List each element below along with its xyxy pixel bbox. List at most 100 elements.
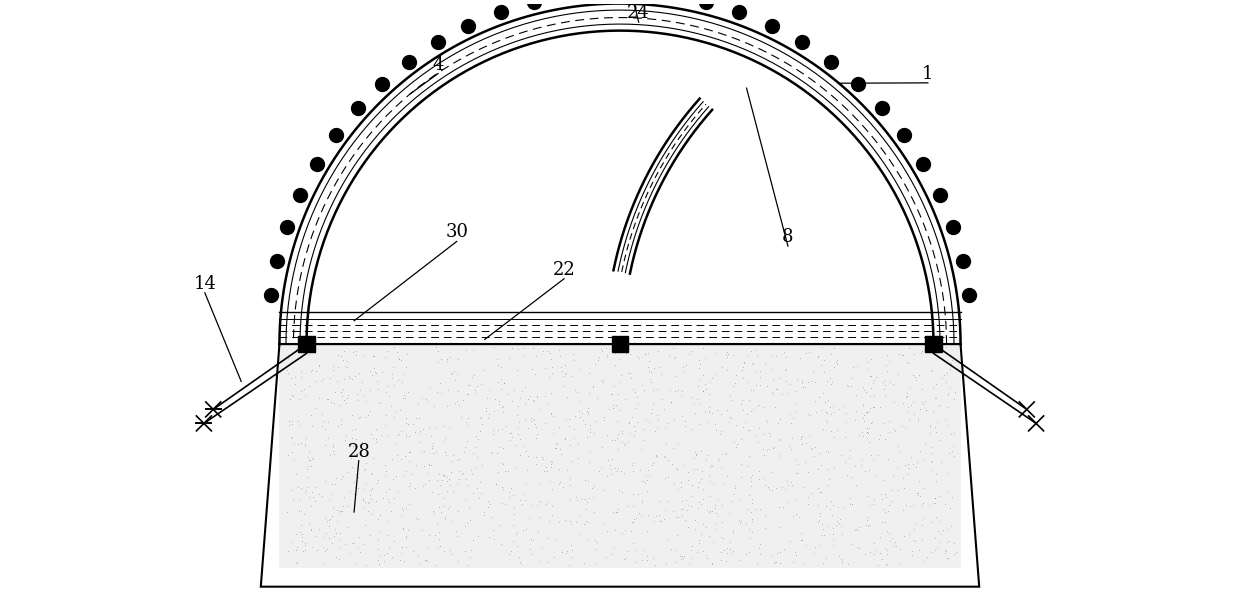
Point: [626, 392, 646, 402]
Point: [844, 461, 864, 470]
Point: [286, 344, 306, 354]
Point: [507, 440, 527, 450]
Point: [754, 473, 774, 483]
Point: [280, 395, 300, 404]
Point: [944, 428, 963, 438]
Point: [758, 445, 777, 454]
Point: [529, 512, 549, 522]
Point: [419, 459, 439, 468]
Point: [732, 434, 751, 443]
Point: [703, 537, 723, 547]
Point: [362, 483, 382, 493]
Point: [472, 419, 492, 429]
Point: [351, 412, 371, 422]
Point: [326, 131, 346, 140]
Point: [622, 465, 642, 475]
Point: [730, 518, 750, 528]
Point: [501, 428, 521, 437]
Point: [397, 466, 417, 476]
Point: [875, 380, 895, 390]
Point: [549, 517, 569, 526]
Point: [639, 362, 658, 372]
Point: [593, 442, 613, 452]
Point: [399, 498, 419, 508]
Point: [484, 343, 503, 353]
Point: [448, 454, 467, 464]
Point: [791, 432, 811, 442]
Point: [684, 408, 704, 418]
Point: [472, 461, 492, 470]
Point: [492, 459, 512, 469]
Point: [854, 410, 874, 420]
Point: [393, 523, 413, 533]
Point: [517, 394, 537, 404]
Point: [295, 441, 315, 451]
Point: [480, 500, 500, 509]
Polygon shape: [279, 344, 961, 568]
Point: [769, 373, 789, 382]
Point: [484, 534, 503, 544]
Point: [671, 504, 691, 514]
Point: [526, 423, 546, 432]
Point: [585, 417, 605, 426]
Point: [491, 7, 511, 17]
Point: [305, 403, 325, 413]
Point: [340, 371, 360, 381]
Point: [306, 160, 326, 170]
Point: [320, 450, 340, 460]
Point: [944, 395, 963, 404]
Point: [732, 395, 751, 404]
Point: [606, 400, 626, 410]
Point: [786, 550, 806, 559]
Point: [325, 479, 345, 489]
Point: [503, 385, 523, 395]
Point: [733, 423, 753, 432]
Point: [821, 497, 841, 506]
Point: [692, 467, 712, 476]
Point: [656, 558, 676, 567]
Point: [942, 356, 962, 365]
Point: [635, 350, 655, 359]
Point: [863, 402, 883, 412]
Point: [715, 448, 735, 458]
Point: [578, 409, 598, 418]
Point: [376, 487, 396, 497]
Point: [826, 520, 846, 529]
Point: [859, 403, 879, 412]
Point: [611, 466, 631, 476]
Point: [346, 469, 366, 479]
Point: [810, 540, 830, 550]
Point: [414, 461, 434, 471]
Point: [787, 468, 807, 478]
Point: [846, 406, 866, 416]
Point: [608, 429, 627, 439]
Point: [661, 397, 681, 407]
Point: [332, 384, 352, 394]
Point: [831, 522, 851, 531]
Point: [393, 471, 413, 481]
Point: [559, 422, 579, 431]
Point: [536, 364, 556, 373]
Point: [353, 350, 373, 360]
Point: [383, 362, 403, 372]
Point: [342, 375, 362, 384]
Point: [663, 506, 683, 516]
Point: [689, 355, 709, 365]
Point: [314, 374, 334, 384]
Point: [321, 489, 341, 499]
Point: [678, 522, 698, 532]
Point: [914, 160, 934, 170]
Point: [960, 290, 980, 300]
Point: [910, 492, 930, 501]
Point: [589, 352, 609, 362]
Point: [861, 371, 880, 381]
Point: [686, 524, 706, 534]
Point: [593, 520, 613, 529]
Point: [880, 536, 900, 546]
Point: [878, 559, 898, 569]
Point: [717, 347, 737, 357]
Point: [696, 384, 715, 393]
Point: [839, 500, 859, 509]
Point: [495, 466, 515, 476]
Point: [288, 557, 308, 567]
